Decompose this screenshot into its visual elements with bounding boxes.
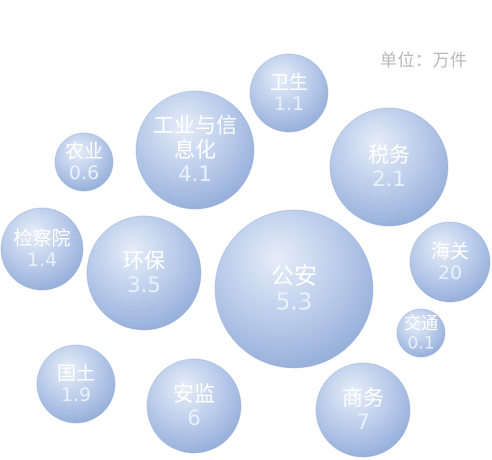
bubble-value: 4.1 (178, 162, 211, 186)
bubble-value: 5.3 (276, 290, 313, 316)
bubble-11: 安监6 (146, 358, 242, 454)
bubble-value: 1.4 (27, 249, 57, 271)
bubble-circle (86, 215, 202, 331)
bubble-value: 1.1 (274, 93, 304, 115)
bubble-1: 卫生1.1 (249, 53, 329, 133)
bubble-label: 卫生 (270, 71, 308, 93)
bubble-4: 农业0.6 (54, 132, 114, 192)
bubble-7: 公安5.3 (214, 209, 374, 369)
bubble-circle (0, 207, 84, 291)
bubble-circle (409, 221, 491, 303)
bubble-value: 7 (356, 410, 369, 434)
bubble-circle (146, 358, 242, 454)
bubble-circle (329, 107, 449, 227)
bubble-label: 公安 (271, 263, 317, 289)
bubble-circle (249, 53, 329, 133)
bubble-label: 商务 (342, 386, 384, 410)
bubble-value: 2.1 (372, 167, 405, 191)
bubble-value: 1.9 (61, 384, 91, 406)
bubble-label: 交通 (404, 314, 438, 334)
bubble-circle (396, 308, 446, 358)
bubble-label: 检察院 (13, 227, 70, 249)
bubble-10: 国土1.9 (36, 344, 116, 424)
bubble-circle (54, 132, 114, 192)
bubble-label: 工业与信 (153, 114, 237, 138)
bubble-value: 20 (438, 262, 462, 284)
bubble-circle (135, 90, 255, 210)
bubble-label: 税务 (368, 143, 410, 167)
bubble-value: 6 (187, 406, 200, 430)
bubble-circle (315, 362, 411, 458)
bubble-6: 环保3.5 (86, 215, 202, 331)
bubble-label: 环保 (123, 249, 165, 273)
bubble-9: 交通0.1 (396, 308, 446, 358)
bubble-circle (36, 344, 116, 424)
bubble-value: 3.5 (127, 273, 160, 297)
bubble-label: 农业 (65, 140, 103, 162)
bubble-label: 安监 (173, 382, 215, 406)
bubble-3: 税务2.1 (329, 107, 449, 227)
bubble-value: 0.1 (407, 333, 434, 353)
bubble-label: 海关 (431, 240, 469, 262)
bubble-circle (214, 209, 374, 369)
bubble-label: 息化 (174, 138, 216, 162)
bubble-12: 商务7 (315, 362, 411, 458)
bubble-value: 0.6 (69, 162, 99, 184)
unit-note: 单位：万件 (380, 51, 468, 71)
bubble-label: 国土 (57, 362, 95, 384)
